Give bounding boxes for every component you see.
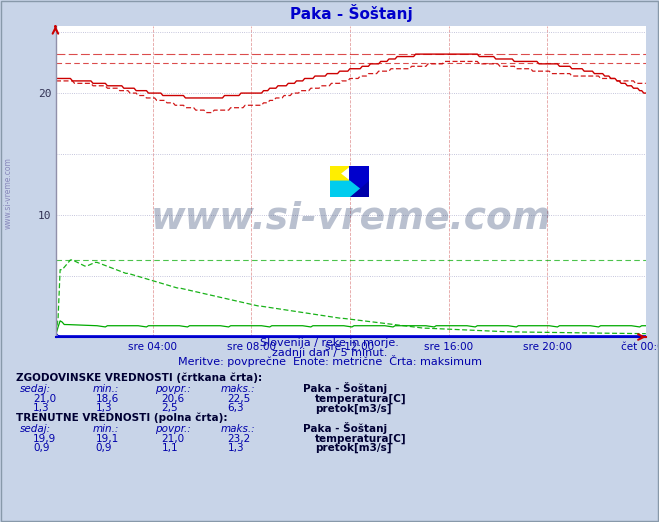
Text: 21,0: 21,0 bbox=[33, 394, 56, 404]
Polygon shape bbox=[330, 181, 369, 197]
Text: 6,3: 6,3 bbox=[227, 404, 244, 413]
Text: 0,9: 0,9 bbox=[96, 443, 112, 453]
Text: Meritve: povprečne  Enote: metrične  Črta: maksimum: Meritve: povprečne Enote: metrične Črta:… bbox=[177, 355, 482, 367]
Text: Slovenija / reke in morje.: Slovenija / reke in morje. bbox=[260, 338, 399, 348]
Text: min.:: min.: bbox=[92, 424, 119, 434]
Text: www.si-vreme.com: www.si-vreme.com bbox=[4, 157, 13, 229]
Text: 19,1: 19,1 bbox=[96, 434, 119, 444]
Text: sedaj:: sedaj: bbox=[20, 424, 51, 434]
Text: 18,6: 18,6 bbox=[96, 394, 119, 404]
Text: Paka - Šoštanj: Paka - Šoštanj bbox=[303, 382, 387, 394]
Text: ZGODOVINSKE VREDNOSTI (črtkana črta):: ZGODOVINSKE VREDNOSTI (črtkana črta): bbox=[16, 373, 262, 383]
Text: 21,0: 21,0 bbox=[161, 434, 185, 444]
Text: 1,3: 1,3 bbox=[33, 404, 49, 413]
Text: min.:: min.: bbox=[92, 384, 119, 394]
Text: Paka - Šoštanj: Paka - Šoštanj bbox=[303, 422, 387, 434]
Polygon shape bbox=[330, 166, 350, 181]
Text: 0,9: 0,9 bbox=[33, 443, 49, 453]
Text: maks.:: maks.: bbox=[221, 384, 256, 394]
Text: 22,5: 22,5 bbox=[227, 394, 250, 404]
Text: temperatura[C]: temperatura[C] bbox=[315, 434, 407, 444]
Text: www.si-vreme.com: www.si-vreme.com bbox=[150, 200, 552, 236]
Text: temperatura[C]: temperatura[C] bbox=[315, 394, 407, 404]
Polygon shape bbox=[330, 181, 350, 197]
Text: maks.:: maks.: bbox=[221, 424, 256, 434]
Text: zadnji dan / 5 minut.: zadnji dan / 5 minut. bbox=[272, 348, 387, 358]
Text: 1,3: 1,3 bbox=[227, 443, 244, 453]
Text: sedaj:: sedaj: bbox=[20, 384, 51, 394]
Title: Paka - Šoštanj: Paka - Šoštanj bbox=[289, 4, 413, 22]
Polygon shape bbox=[330, 166, 350, 181]
Polygon shape bbox=[350, 181, 369, 197]
Text: 19,9: 19,9 bbox=[33, 434, 56, 444]
Polygon shape bbox=[350, 181, 369, 197]
Polygon shape bbox=[350, 166, 369, 181]
Text: TRENUTNE VREDNOSTI (polna črta):: TRENUTNE VREDNOSTI (polna črta): bbox=[16, 413, 228, 423]
Text: 1,1: 1,1 bbox=[161, 443, 178, 453]
Text: pretok[m3/s]: pretok[m3/s] bbox=[315, 443, 391, 453]
Text: pretok[m3/s]: pretok[m3/s] bbox=[315, 404, 391, 413]
Text: 2,5: 2,5 bbox=[161, 404, 178, 413]
Text: povpr.:: povpr.: bbox=[155, 384, 190, 394]
Text: 1,3: 1,3 bbox=[96, 404, 112, 413]
Text: 20,6: 20,6 bbox=[161, 394, 185, 404]
Text: povpr.:: povpr.: bbox=[155, 424, 190, 434]
Text: 23,2: 23,2 bbox=[227, 434, 250, 444]
Polygon shape bbox=[350, 166, 369, 181]
